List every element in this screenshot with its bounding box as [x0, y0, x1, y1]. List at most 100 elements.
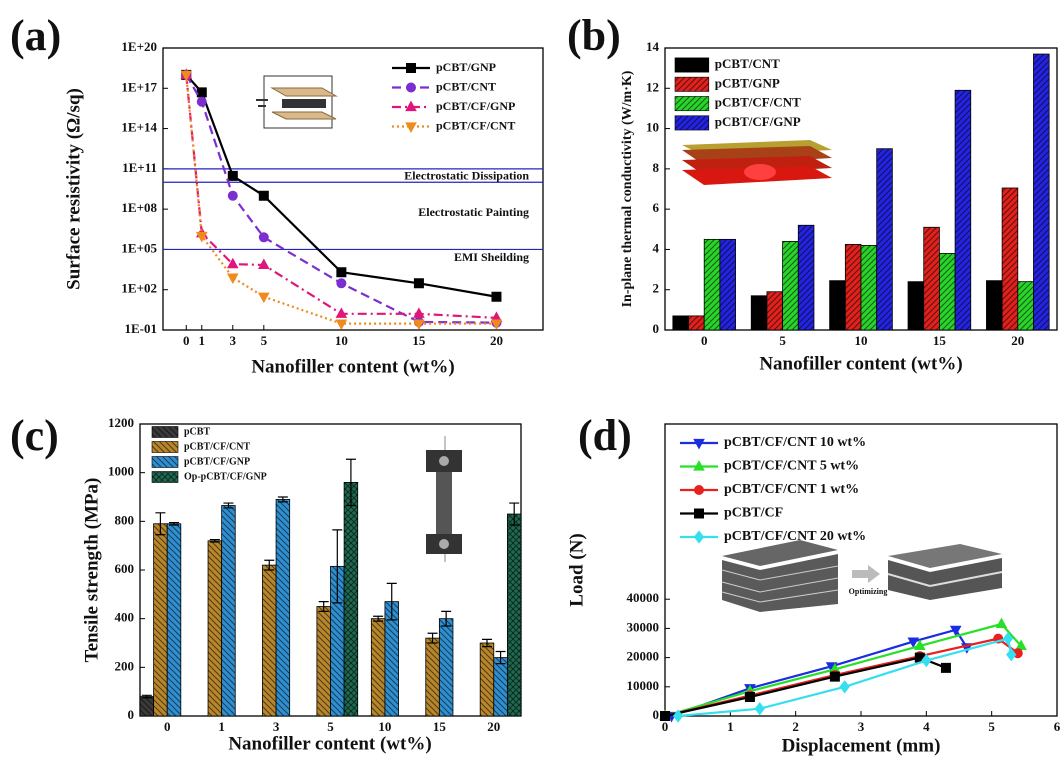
legend-swatch — [675, 77, 709, 91]
x-tick-label: 5 — [988, 719, 995, 734]
inset-c — [426, 436, 462, 562]
marker — [941, 663, 950, 672]
y-tick-label: 20000 — [627, 649, 660, 664]
bar — [939, 253, 955, 330]
x-tick-label: 3 — [273, 719, 280, 734]
bar — [167, 524, 181, 716]
marker — [755, 703, 764, 715]
x-tick-label: 0 — [662, 719, 669, 734]
panel-label: (c) — [10, 411, 59, 460]
x-axis-title: Nanofiller content (wt%) — [759, 353, 962, 374]
inset-a — [256, 76, 336, 128]
bar — [222, 506, 236, 716]
legend-label: pCBT/CF/GNP — [715, 114, 801, 129]
bar — [480, 643, 494, 716]
inset-d — [722, 540, 1002, 612]
legend-marker — [407, 64, 416, 73]
legend-label: pCBT/CF/CNT 5 wt% — [724, 459, 859, 474]
x-tick-label: 20 — [490, 333, 503, 348]
x-tick-label: 3 — [230, 333, 237, 348]
x-tick-label: 10 — [378, 719, 391, 734]
legend-marker — [407, 83, 416, 92]
x-tick-label: 15 — [933, 333, 947, 348]
x-tick-label: 15 — [412, 333, 426, 348]
y-axis-title: In-plane thermal conductivity (W/m·K) — [620, 70, 635, 307]
y-tick-label: 1E+08 — [121, 200, 157, 215]
bar — [720, 239, 736, 330]
y-tick-label: 8 — [653, 160, 660, 175]
bar — [767, 292, 783, 330]
x-tick-label: 5 — [779, 333, 786, 348]
legend-label: pCBT/GNP — [715, 75, 780, 90]
y-tick-label: 800 — [115, 512, 135, 527]
y-tick-label: 6 — [653, 200, 660, 215]
bar — [426, 638, 440, 716]
y-tick-label: 10000 — [627, 678, 660, 693]
legend-swatch — [675, 58, 709, 72]
legend-label: pCBT/CF/CNT — [715, 95, 801, 110]
x-tick-label: 1 — [218, 719, 225, 734]
legend-label: pCBT/CNT — [436, 79, 496, 93]
bar — [924, 227, 940, 330]
bar — [140, 697, 154, 716]
x-tick-label: 10 — [855, 333, 868, 348]
legend-label: pCBT/CF/CNT 1 wt% — [724, 482, 859, 497]
y-tick-label: 1E+17 — [121, 79, 157, 94]
legend-swatch — [152, 442, 178, 453]
bar — [262, 565, 276, 716]
bar — [986, 281, 1002, 330]
bar — [845, 244, 861, 330]
marker — [197, 88, 206, 97]
panel-label: (d) — [578, 411, 632, 460]
y-tick-label: 1200 — [108, 415, 134, 430]
marker — [228, 191, 237, 200]
x-tick-label: 2 — [792, 719, 799, 734]
y-axis-title: Tensile strength (MPa) — [81, 478, 102, 663]
marker — [414, 279, 423, 288]
legend-label: pCBT/GNP — [436, 60, 496, 74]
legend-label: pCBT/CF/CNT 10 wt% — [724, 435, 866, 450]
y-tick-label: 1E+02 — [121, 281, 157, 296]
legend-label: pCBT/CF — [724, 506, 783, 521]
y-tick-label: 600 — [115, 561, 135, 576]
bar — [317, 607, 331, 717]
x-tick-label: 6 — [1054, 719, 1061, 734]
y-tick-label: 12 — [646, 79, 659, 94]
y-tick-label: 40000 — [627, 590, 660, 605]
y-tick-label: 400 — [115, 610, 135, 625]
bar — [371, 619, 385, 716]
series-line — [678, 639, 1011, 716]
legend-marker — [695, 486, 704, 495]
y-tick-label: 1E-01 — [125, 321, 158, 336]
y-axis-title: Surface resistivity (Ω/sq) — [63, 88, 84, 290]
annotation: Electrostatic Dissipation — [404, 169, 529, 183]
bar — [208, 541, 222, 716]
y-tick-label: 1E+05 — [121, 240, 157, 255]
x-axis-title: Nanofiller content (wt%) — [251, 356, 454, 377]
x-tick-label: 20 — [1011, 333, 1024, 348]
marker — [228, 274, 238, 283]
legend-swatch — [675, 116, 709, 130]
x-tick-label: 0 — [164, 719, 171, 734]
marker — [337, 279, 346, 288]
bar — [673, 316, 689, 330]
bar — [861, 245, 877, 330]
bar — [154, 524, 168, 716]
x-axis-title: Nanofiller content (wt%) — [228, 733, 431, 754]
x-tick-label: 0 — [183, 333, 190, 348]
bar — [798, 225, 814, 330]
x-tick-label: 1 — [727, 719, 734, 734]
inset-label: Optimizing — [849, 587, 888, 596]
y-tick-label: 1000 — [108, 464, 134, 479]
legend-swatch — [152, 427, 178, 438]
bar — [344, 482, 358, 716]
x-tick-label: 15 — [433, 719, 447, 734]
marker — [840, 681, 849, 693]
series-line — [665, 658, 946, 716]
legend-label: pCBT/CF/CNT — [184, 441, 250, 452]
legend-label: Op-pCBT/CF/GNP — [184, 471, 267, 482]
bar — [955, 90, 971, 330]
bar — [877, 149, 893, 330]
y-tick-label: 0 — [653, 321, 660, 336]
x-tick-label: 5 — [327, 719, 334, 734]
